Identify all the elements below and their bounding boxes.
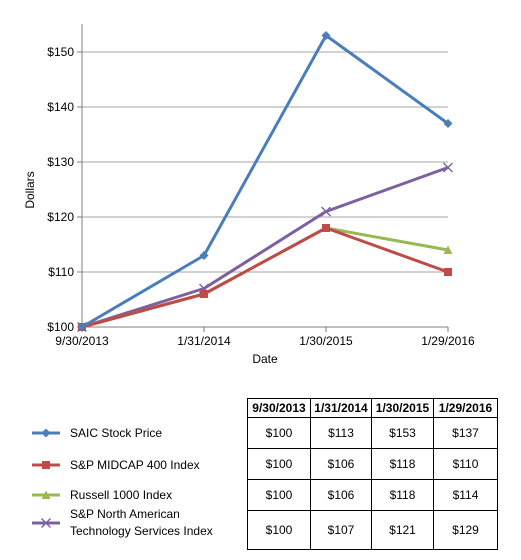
data-point bbox=[41, 490, 51, 499]
table-row: $100 $106 $118 $110 bbox=[247, 448, 498, 480]
legend-label-line: S&P MIDCAP 400 Index bbox=[70, 457, 200, 472]
table-cell: $114 bbox=[433, 479, 498, 511]
table-row: $100 $106 $118 $114 bbox=[247, 479, 498, 511]
legend-label: S&P North American Technology Services In… bbox=[70, 506, 213, 540]
table-cell: $153 bbox=[371, 417, 434, 449]
data-point bbox=[42, 461, 50, 469]
series-3 bbox=[77, 162, 453, 332]
legend bbox=[32, 428, 60, 528]
series-line bbox=[81, 166, 449, 329]
y-tick-label: $140 bbox=[47, 100, 74, 114]
legend-item bbox=[32, 518, 60, 528]
legend-label: SAIC Stock Price bbox=[70, 425, 162, 442]
series-line bbox=[81, 34, 449, 329]
table-header-row: 9/30/2013 1/31/2014 1/30/2015 1/29/2016 bbox=[247, 398, 498, 418]
y-tick-label: $100 bbox=[47, 320, 74, 334]
legend-label-line: S&P North American bbox=[70, 507, 180, 521]
table-row: $100 $113 $153 $137 bbox=[247, 417, 498, 449]
data-point bbox=[443, 119, 453, 128]
table-cell: $118 bbox=[371, 479, 434, 511]
data-point bbox=[321, 206, 331, 217]
data-point bbox=[77, 322, 87, 332]
legend-label-line: SAIC Stock Price bbox=[70, 425, 163, 440]
x-tick-label: 1/29/2016 bbox=[421, 334, 475, 348]
gridlines bbox=[82, 51, 448, 273]
y-tick-label: $120 bbox=[47, 210, 74, 224]
y-axis-title: Dollars bbox=[23, 171, 37, 208]
table-cell: $110 bbox=[433, 448, 498, 480]
table-header-cell: 9/30/2013 bbox=[247, 398, 311, 418]
table-header-cell: 1/30/2015 bbox=[371, 398, 434, 418]
x-tick-label: 1/30/2015 bbox=[299, 334, 353, 348]
data-table: 9/30/2013 1/31/2014 1/30/2015 1/29/2016 … bbox=[247, 398, 498, 550]
legend-item bbox=[32, 490, 60, 499]
x-axis-title: Date bbox=[252, 352, 278, 366]
legend-label: Russell 1000 Index bbox=[70, 487, 172, 504]
series-0 bbox=[77, 31, 453, 332]
data-point bbox=[41, 518, 51, 528]
table-cell: $107 bbox=[310, 510, 372, 550]
table-cell: $106 bbox=[310, 479, 372, 511]
table-header-cell: 1/29/2016 bbox=[433, 398, 498, 418]
x-tick-label: 1/31/2014 bbox=[177, 334, 231, 348]
data-point bbox=[321, 31, 331, 40]
table-cell: $100 bbox=[247, 479, 311, 511]
table-header-cell: 1/31/2014 bbox=[310, 398, 372, 418]
data-point bbox=[200, 290, 208, 298]
x-tick-label: 9/30/2013 bbox=[55, 334, 109, 348]
table-cell: $137 bbox=[433, 417, 498, 449]
data-point bbox=[41, 428, 51, 438]
table-cell: $106 bbox=[310, 448, 372, 480]
legend-item bbox=[32, 461, 60, 469]
table-cell: $100 bbox=[247, 417, 311, 449]
data-point bbox=[444, 268, 452, 276]
table-cell: $121 bbox=[371, 510, 434, 550]
series-2 bbox=[77, 223, 453, 331]
y-tick-label: $110 bbox=[48, 265, 74, 279]
table-cell: $118 bbox=[371, 448, 434, 480]
y-tick-label: $150 bbox=[47, 45, 74, 59]
legend-label: S&P MIDCAP 400 Index bbox=[70, 457, 200, 474]
table-cell: $113 bbox=[310, 417, 372, 449]
data-point bbox=[322, 224, 330, 232]
table-cell: $129 bbox=[433, 510, 498, 550]
legend-label-line: Technology Services Index bbox=[70, 524, 213, 538]
data-point bbox=[443, 162, 453, 173]
series-line bbox=[81, 226, 449, 329]
table-cell: $100 bbox=[247, 510, 311, 550]
series-lines bbox=[77, 31, 453, 332]
data-point bbox=[199, 251, 209, 260]
legend-item bbox=[32, 428, 60, 438]
data-point bbox=[443, 245, 453, 254]
table-row: $100 $107 $121 $129 bbox=[247, 510, 498, 550]
axes: $100 $110 $120 $130 $140 $150 9/30/2013 1/31/20… bbox=[47, 24, 475, 348]
y-tick-label: $130 bbox=[47, 155, 74, 169]
legend-label-line: Russell 1000 Index bbox=[70, 487, 173, 502]
table-cell: $100 bbox=[247, 448, 311, 480]
